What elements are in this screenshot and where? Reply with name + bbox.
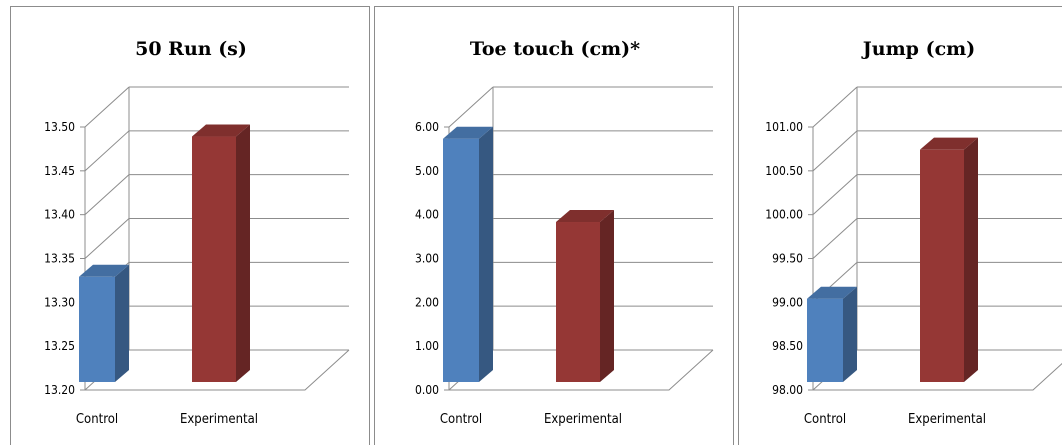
bar-side <box>964 137 978 382</box>
bar-top <box>807 286 857 299</box>
gridline-side <box>812 174 858 216</box>
y-tick-label: 3.00 <box>415 252 439 266</box>
gridline-side <box>84 174 130 216</box>
x-category-label: Control <box>76 412 118 427</box>
floor-outline <box>85 349 350 391</box>
bar-control <box>443 126 493 382</box>
bar-top <box>192 124 250 137</box>
bar-front <box>920 149 964 382</box>
bar-top <box>920 137 978 150</box>
floor-outline <box>449 349 714 391</box>
y-tick-label: 13.20 <box>44 383 75 397</box>
y-tick-label: 6.00 <box>415 120 439 134</box>
chart-toe-touch: Toe touch (cm)* 0.00 1.00 2.00 3.00 4.00 5.00 6… <box>415 38 714 427</box>
y-tick-label: 13.30 <box>44 295 75 309</box>
y-tick-label: 5.00 <box>415 164 439 178</box>
bar-top <box>79 264 129 277</box>
bar-control <box>807 286 857 382</box>
x-category-label: Experimental <box>180 412 258 427</box>
bar-control <box>79 264 129 382</box>
bar-side <box>843 286 857 382</box>
chart-run: 50 Run (s) 13.20 13.25 13.30 13.35 13.40 13.45… <box>44 38 350 427</box>
chart-title: Jump (cm) <box>861 38 975 60</box>
y-tick-label: 100.50 <box>765 164 803 178</box>
y-tick-label: 100.00 <box>765 208 803 222</box>
bar-front <box>443 138 479 382</box>
y-tick-label: 98.00 <box>772 383 803 397</box>
gridline-side <box>84 130 130 172</box>
chart-jump: Jump (cm) 98.00 98.50 99.00 99.50 100.00 100.5… <box>765 38 1062 427</box>
gridline-side <box>84 86 130 128</box>
gridline-side <box>812 130 858 172</box>
chart-title: 50 Run (s) <box>135 38 247 60</box>
bar-front <box>807 298 843 382</box>
x-category-label: Experimental <box>908 412 986 427</box>
bar-side <box>600 210 614 382</box>
chart-panel-toe-touch: Toe touch (cm)* 0.00 1.00 2.00 3.00 4.00 5.00 6… <box>374 6 734 445</box>
y-tick-label: 98.50 <box>772 339 803 353</box>
bar-top <box>443 126 493 139</box>
y-tick-label: 99.00 <box>772 295 803 309</box>
bar-experimental <box>556 210 614 382</box>
bar-side <box>236 124 250 383</box>
y-tick-label: 0.00 <box>415 383 439 397</box>
bar-front <box>192 136 236 382</box>
x-category-label: Control <box>804 412 846 427</box>
y-tick-label: 13.45 <box>44 164 75 178</box>
chart-title: Toe touch (cm)* <box>470 38 640 60</box>
gridline-side <box>448 86 494 128</box>
y-tick-label: 99.50 <box>772 252 803 266</box>
bar-front <box>556 222 600 382</box>
x-category-label: Control <box>440 412 482 427</box>
gridline-side <box>812 86 858 128</box>
chart-panel-jump: Jump (cm) 98.00 98.50 99.00 99.50 100.00 100.5… <box>738 6 1062 445</box>
bar-front <box>79 276 115 382</box>
y-tick-label: 1.00 <box>415 339 439 353</box>
bar-experimental <box>920 137 978 382</box>
y-tick-label: 4.00 <box>415 208 439 222</box>
y-tick-label: 13.25 <box>44 339 75 353</box>
y-tick-label: 13.40 <box>44 208 75 222</box>
bar-side <box>115 264 129 382</box>
y-tick-label: 13.50 <box>44 120 75 134</box>
y-tick-label: 2.00 <box>415 295 439 309</box>
bar-top <box>556 210 614 223</box>
x-category-label: Experimental <box>544 412 622 427</box>
floor-outline <box>813 362 1062 391</box>
bar-side <box>479 126 493 382</box>
gridline-side <box>812 218 858 259</box>
chart-panel-run: 50 Run (s) 13.20 13.25 13.30 13.35 13.40 13.45… <box>10 6 370 445</box>
y-tick-label: 101.00 <box>765 120 803 134</box>
gridline-side <box>84 218 130 259</box>
y-tick-label: 13.35 <box>44 252 75 266</box>
bar-experimental <box>192 124 250 383</box>
